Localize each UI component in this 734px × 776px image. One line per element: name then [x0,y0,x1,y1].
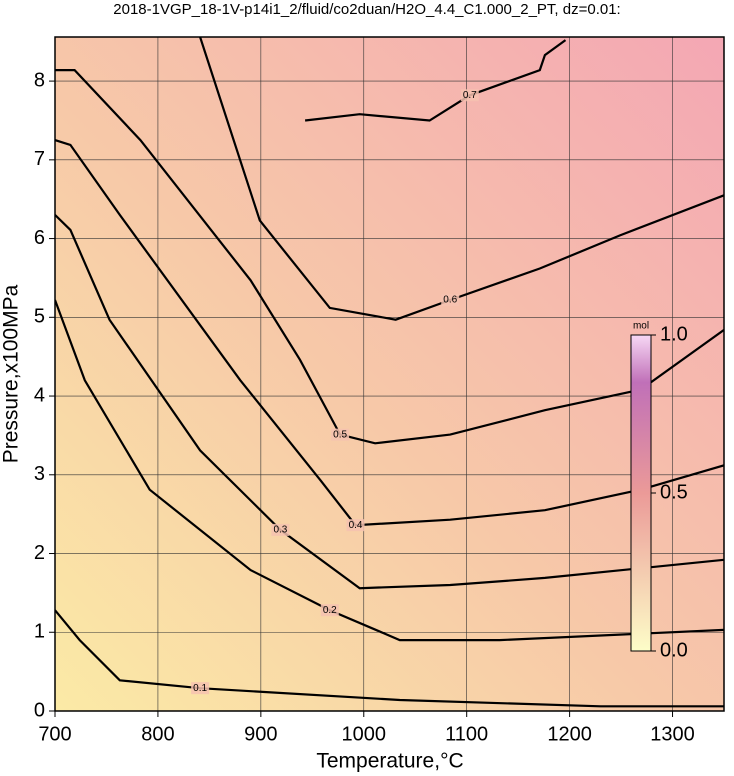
y-axis-label: Pressure,x100MPa [0,284,23,463]
y-tick-label: 0 [34,699,45,721]
contour-label-bg [346,519,365,532]
contour-label-bg [191,682,210,695]
contour-label-bg [460,89,479,102]
contour-label: 0.4 [349,520,363,531]
x-tick-label: 1000 [342,723,387,745]
plot-background [55,37,724,711]
colorbar [630,334,652,652]
contour-line [199,37,724,321]
contour-label-bg [271,523,290,536]
colorbar-tick-label: 0.5 [660,481,688,503]
colorbar-tick-label: 1.0 [660,323,688,345]
y-tick-label: 4 [34,384,45,406]
y-tick-label: 7 [34,148,45,170]
contour-label: 0.6 [443,295,457,306]
y-tick-label: 1 [34,621,45,643]
x-tick-label: 900 [244,723,277,745]
x-axis-label: Temperature,°C [316,750,463,773]
contour-label: 0.7 [463,90,477,101]
colorbar-tick-label: 0.0 [660,639,688,661]
contour-label: 0.3 [273,525,287,536]
contour-label: 0.1 [193,683,207,694]
contour-label-bg [320,604,339,617]
plot-frame [54,36,725,712]
contour-line [55,299,724,642]
y-tick-label: 5 [34,306,45,328]
y-tick-label: 8 [34,69,45,91]
y-tick-label: 3 [34,463,45,485]
x-tick-label: 1100 [445,723,488,745]
x-tick-label: 700 [38,723,71,745]
x-tick-label: 1300 [650,723,695,745]
contours: 0.1 0.2 0.3 0.4 0.5 0.6 0.7 [55,37,724,708]
colorbar-label: mol [633,321,649,332]
contour-line [55,139,724,527]
contour-label-bg [331,428,350,441]
chart-title: 2018-1VGP_18-1V-p14i1_2/fluid/co2duan/H2… [113,1,620,18]
contour-label: 0.5 [333,429,347,440]
contour-label-bg [441,293,460,306]
y-tick-label: 2 [34,542,45,564]
contour-label: 0.2 [323,605,337,616]
x-tick-label: 800 [141,723,174,745]
x-tick-label: 1200 [547,723,592,745]
y-tick-label: 6 [34,227,45,249]
